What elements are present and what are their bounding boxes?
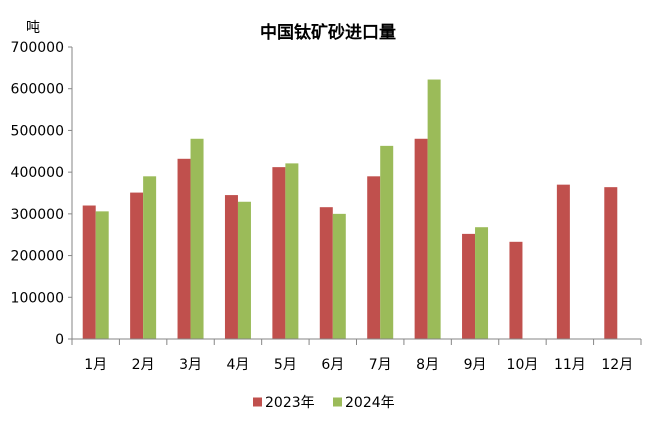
y-tick-label: 400000: [11, 165, 64, 181]
x-category-label: 7月: [369, 357, 392, 373]
x-category-label: 11月: [554, 357, 586, 373]
bar-2023年-3月: [177, 158, 191, 339]
y-tick-label: 500000: [11, 123, 64, 139]
y-tick-label: 300000: [11, 207, 64, 223]
bar-2023年-10月: [509, 241, 523, 339]
y-tick-label: 700000: [11, 40, 64, 56]
bar-2023年-5月: [272, 167, 286, 339]
y-tick-label: 100000: [11, 290, 64, 306]
bar-2024年-3月: [190, 138, 204, 339]
x-category-label: 8月: [416, 357, 439, 373]
bar-2024年-2月: [143, 176, 157, 339]
legend-label: 2024年: [345, 395, 395, 411]
x-axis-category-labels: 1月 2月 3月 4月 5月 6月 7月 8月 9月 10月 11月 12月: [84, 357, 633, 373]
bar-2023年-7月: [367, 176, 381, 339]
bar-2024年-8月: [427, 79, 441, 339]
bar-2024年-6月: [332, 213, 346, 339]
bar-2023年-9月: [462, 233, 476, 339]
x-category-label: 3月: [179, 357, 202, 373]
y-axis-unit-label: 吨: [26, 20, 40, 36]
bar-2024年-1月: [95, 211, 109, 339]
x-axis-tick-marks: [71, 339, 642, 345]
x-category-label: 9月: [464, 357, 487, 373]
bar-2023年-6月: [319, 207, 333, 339]
legend-swatch: [253, 397, 262, 407]
x-category-label: 10月: [507, 357, 539, 373]
legend-swatch: [333, 397, 342, 407]
bar-2023年-4月: [224, 195, 238, 339]
x-category-label: 4月: [226, 357, 249, 373]
bar-2024年-9月: [475, 227, 489, 339]
bar-2023年-1月: [82, 205, 96, 339]
bar-2023年-11月: [556, 184, 570, 339]
y-axis-tick-labels: 0 100000 200000 300000 400000 500000 600000 700…: [11, 40, 64, 348]
x-category-label: 12月: [601, 357, 633, 373]
bar-2023年-2月: [130, 192, 144, 339]
bar-2023年-8月: [414, 138, 428, 339]
y-tick-label: 0: [55, 332, 64, 348]
x-category-label: 1月: [84, 357, 107, 373]
y-axis-tick-marks: [68, 46, 72, 340]
bar-2024年-5月: [285, 163, 299, 339]
bar-2024年-4月: [237, 201, 251, 339]
y-tick-label: 600000: [11, 82, 64, 98]
x-category-label: 5月: [274, 357, 297, 373]
bar-series-group: [82, 79, 618, 339]
legend-label: 2023年: [265, 395, 315, 411]
x-category-label: 2月: [132, 357, 155, 373]
x-category-label: 6月: [321, 357, 344, 373]
bar-2024年-7月: [380, 145, 394, 339]
legend: 2023年 2024年: [253, 395, 395, 411]
chart-title: 中国钛矿砂进口量: [260, 22, 396, 43]
bar-2023年-12月: [604, 187, 618, 339]
y-tick-label: 200000: [11, 249, 64, 265]
